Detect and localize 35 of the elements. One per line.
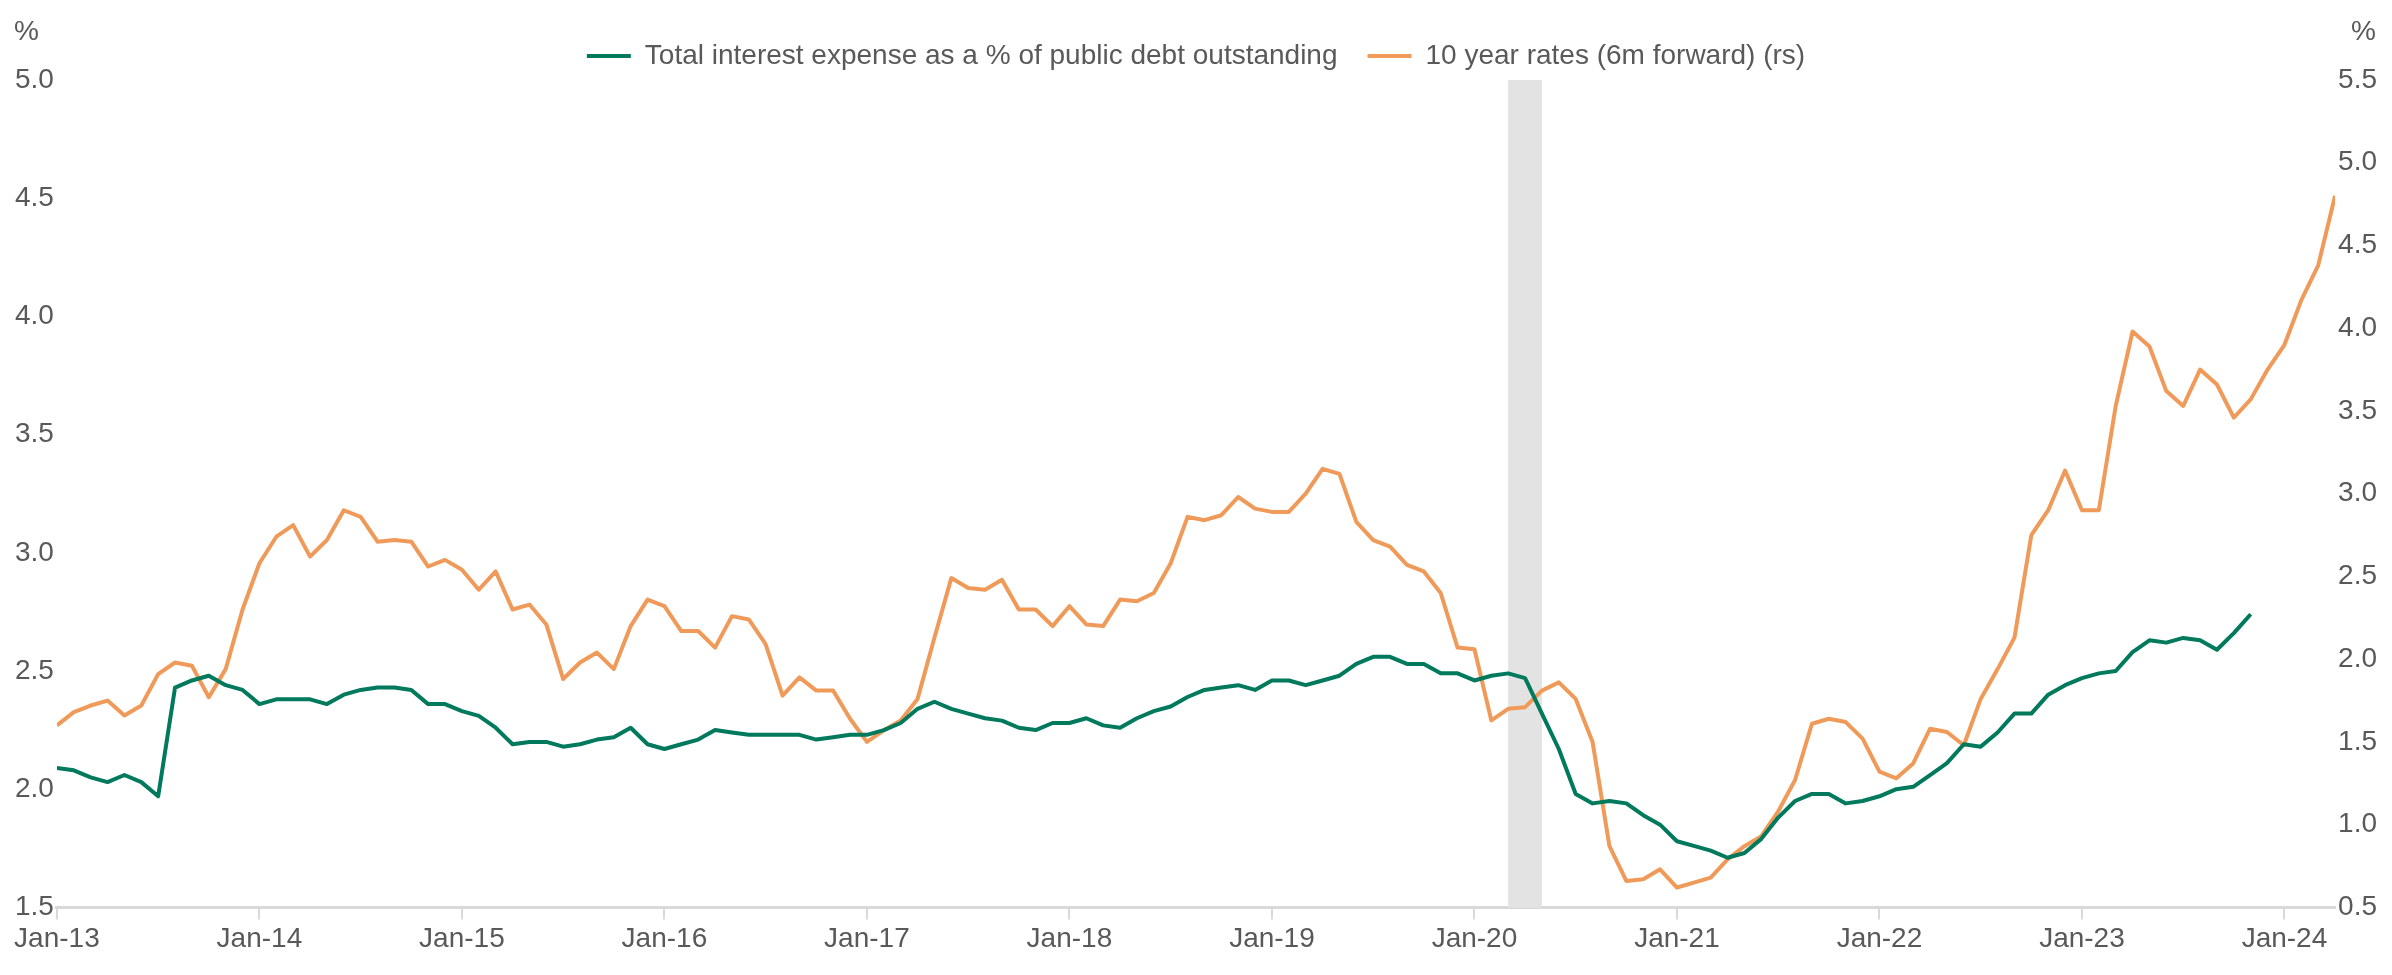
legend-label: 10 year rates (6m forward) (rs) bbox=[1425, 38, 1806, 70]
x-tick-label: Jan-17 bbox=[824, 921, 910, 953]
y2-tick-label: 4.5 bbox=[2338, 228, 2378, 260]
x-tick-label: Jan-23 bbox=[2039, 921, 2125, 953]
x-tick-label: Jan-22 bbox=[1836, 921, 1923, 953]
y-tick-label: 3.5 bbox=[14, 417, 54, 449]
y2-tick-label: 0.5 bbox=[2338, 890, 2378, 922]
y-tick-label: 4.5 bbox=[14, 180, 54, 212]
y-axis-title: % bbox=[14, 14, 39, 46]
x-tick-label: Jan-13 bbox=[14, 921, 100, 953]
y2-axis-title: % bbox=[2351, 14, 2376, 46]
y-tick-label: 3.0 bbox=[14, 535, 54, 567]
x-tick-label: Jan-16 bbox=[621, 921, 708, 953]
y2-tick-label: 1.0 bbox=[2338, 807, 2378, 839]
y-tick-label: 2.0 bbox=[14, 771, 54, 803]
y2-tick-label: 3.0 bbox=[2338, 476, 2378, 508]
y-tick-label: 4.0 bbox=[14, 299, 54, 331]
x-tick-label: Jan-24 bbox=[2241, 921, 2328, 953]
legend-label: Total interest expense as a % of public debt outstanding bbox=[644, 38, 1338, 70]
y2-tick-label: 3.5 bbox=[2338, 393, 2378, 425]
y-tick-label: 1.5 bbox=[14, 890, 54, 922]
x-tick-label: Jan-20 bbox=[1431, 921, 1518, 953]
y2-tick-label: 4.0 bbox=[2338, 310, 2378, 342]
y2-tick-label: 2.5 bbox=[2338, 559, 2378, 591]
y2-tick-label: 5.5 bbox=[2338, 62, 2378, 94]
x-tick-label: Jan-15 bbox=[419, 921, 505, 953]
y-tick-label: 2.5 bbox=[14, 653, 54, 685]
x-tick-label: Jan-18 bbox=[1026, 921, 1113, 953]
x-tick-label: Jan-19 bbox=[1229, 921, 1315, 953]
x-tick-label: Jan-21 bbox=[1634, 921, 1720, 953]
y2-tick-label: 2.0 bbox=[2338, 641, 2378, 673]
x-tick-label: Jan-14 bbox=[216, 921, 303, 953]
y-tick-label: 5.0 bbox=[14, 62, 54, 94]
y2-tick-label: 1.5 bbox=[2338, 724, 2378, 756]
y2-tick-label: 5.0 bbox=[2338, 145, 2378, 177]
